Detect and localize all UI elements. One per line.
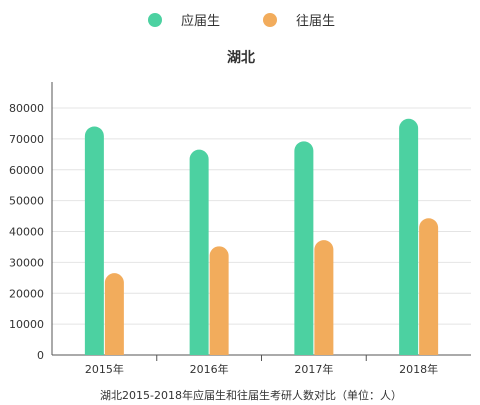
bar-wangjie-1 — [104, 273, 124, 355]
y-tick-label: 40000 — [9, 226, 44, 239]
y-tick-label: 30000 — [9, 256, 44, 269]
legend-label-2: 往届生 — [296, 14, 335, 29]
legend-marker-2 — [263, 13, 277, 27]
legend: 应届生 往届生 — [148, 13, 335, 29]
bar-wangjie-3 — [314, 240, 334, 355]
bar-wangjie-4 — [419, 218, 439, 355]
y-tick-label: 70000 — [9, 133, 44, 146]
y-tick-label: 80000 — [9, 102, 44, 115]
bar-yingjie-2 — [189, 149, 209, 355]
bar-yingjie-4 — [399, 118, 419, 355]
y-tick-label: 50000 — [9, 195, 44, 208]
x-tick-label: 2016年 — [190, 362, 229, 376]
bars — [84, 118, 439, 355]
x-axis: 2015年 2016年 2017年 2018年 — [52, 354, 471, 376]
y-axis: 0 10000 20000 30000 40000 50000 60000 70000 8000… — [9, 82, 53, 362]
chart-title: 湖北 — [227, 50, 255, 66]
y-tick-label: 20000 — [9, 287, 44, 300]
y-tick-label: 0 — [37, 349, 44, 362]
y-tick-label: 60000 — [9, 164, 44, 177]
x-tick-label: 2017年 — [294, 362, 333, 376]
x-tick-label: 2015年 — [85, 362, 124, 376]
bar-wangjie-2 — [209, 246, 229, 355]
bar-yingjie-1 — [84, 126, 104, 355]
bar-yingjie-3 — [294, 141, 314, 355]
chart-caption: 湖北2015-2018年应届生和往届生考研人数对比（单位：人） — [100, 388, 402, 402]
y-tick-label: 10000 — [9, 318, 44, 331]
legend-label-1: 应届生 — [181, 13, 220, 29]
legend-marker-1 — [148, 13, 162, 27]
x-tick-label: 2018年 — [399, 362, 438, 376]
